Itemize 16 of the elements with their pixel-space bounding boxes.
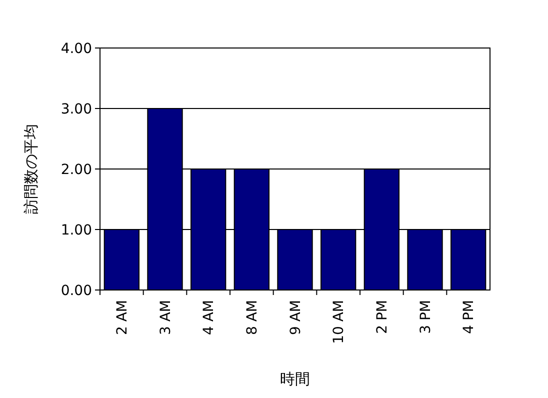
x-tick-label: 10 AM (331, 300, 348, 344)
x-tick-label: 4 PM (461, 300, 478, 334)
y-tick-label: 4.00 (60, 40, 92, 57)
x-tick-label: 9 AM (288, 300, 304, 336)
x-axis-title: 時間 (280, 370, 310, 388)
x-tick-label: 2 AM (114, 300, 131, 336)
x-tick-label: 2 PM (374, 300, 391, 334)
x-tick-label: 3 PM (418, 300, 434, 334)
x-tick-label: 8 AM (244, 300, 261, 336)
x-tick-label: 4 AM (201, 300, 218, 336)
y-axis-title: 訪問数の平均 (22, 124, 40, 214)
y-tick-label: 1.00 (60, 222, 92, 238)
y-tick-label: 3.00 (60, 101, 92, 118)
y-tick-label: 0.00 (60, 282, 92, 299)
y-tick-label: 2.00 (60, 162, 92, 178)
x-tick-label: 3 AM (158, 300, 174, 336)
